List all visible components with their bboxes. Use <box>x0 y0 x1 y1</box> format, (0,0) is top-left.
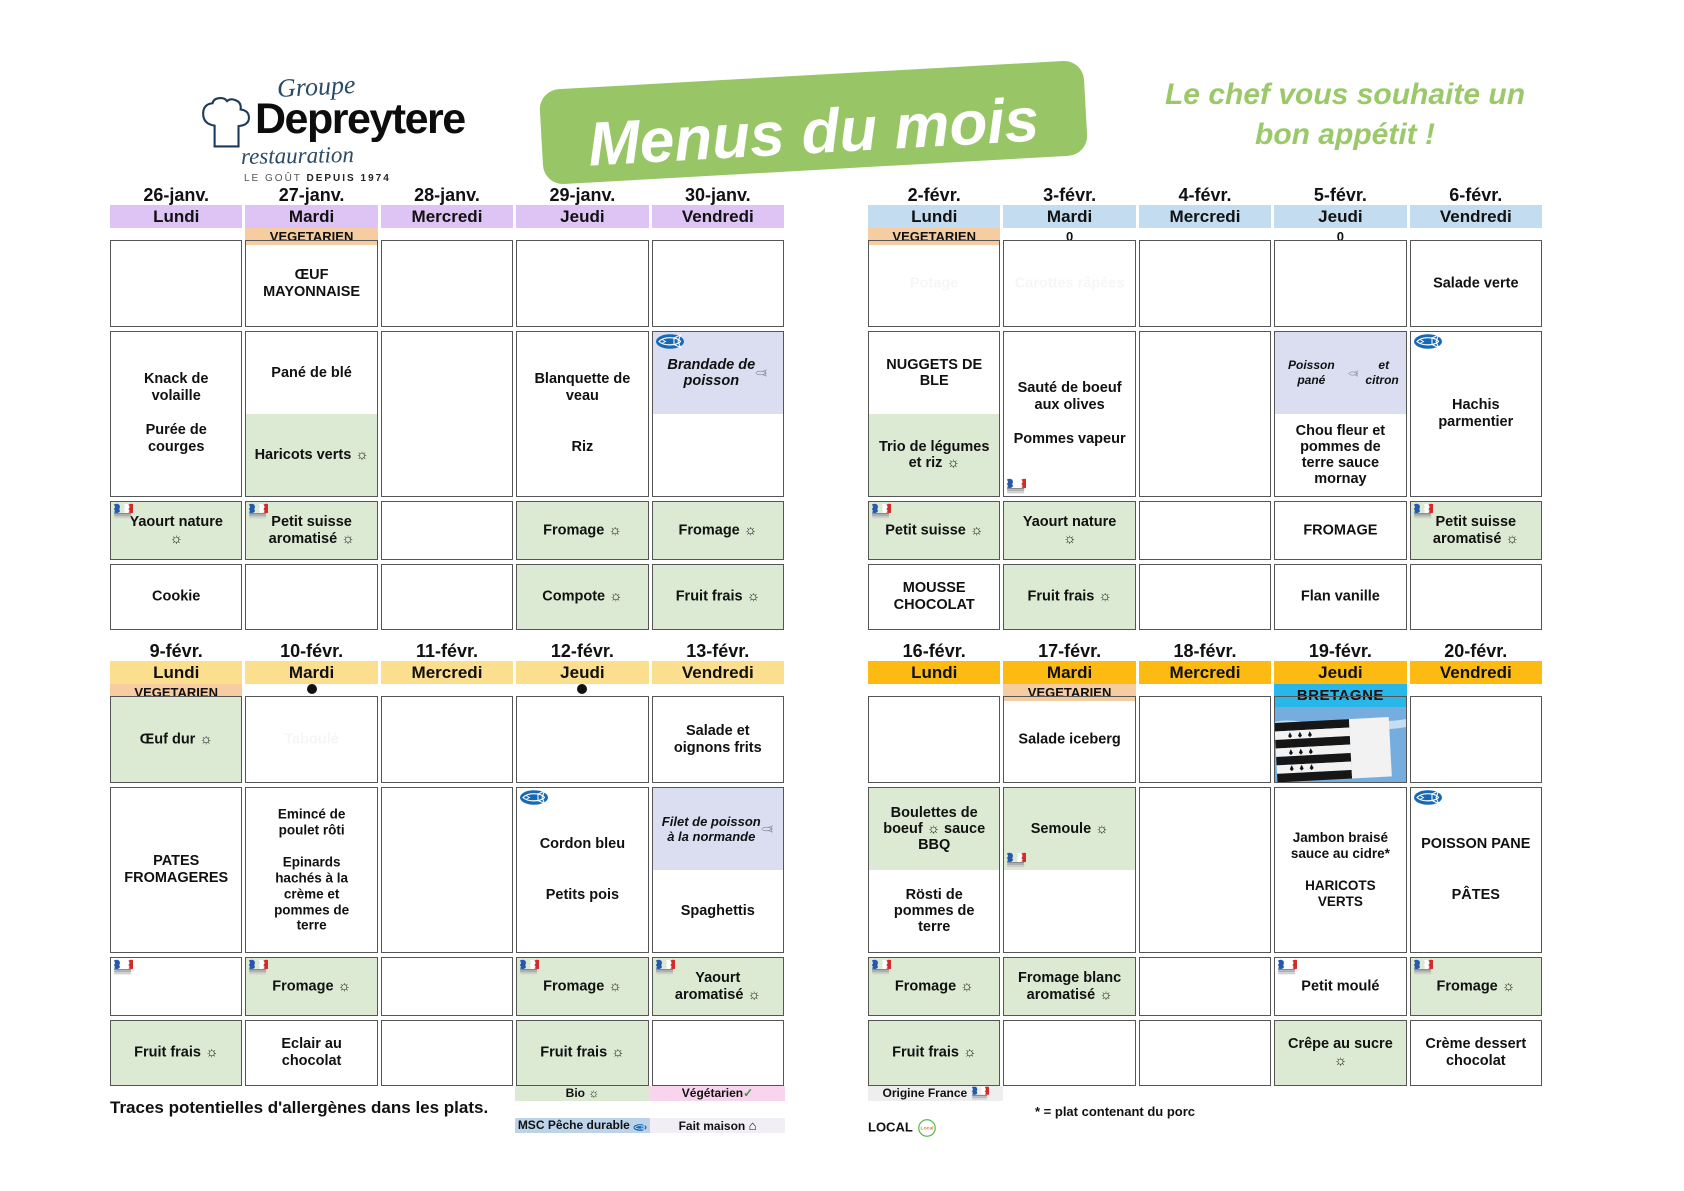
svg-text:Local: Local <box>921 1126 935 1132</box>
